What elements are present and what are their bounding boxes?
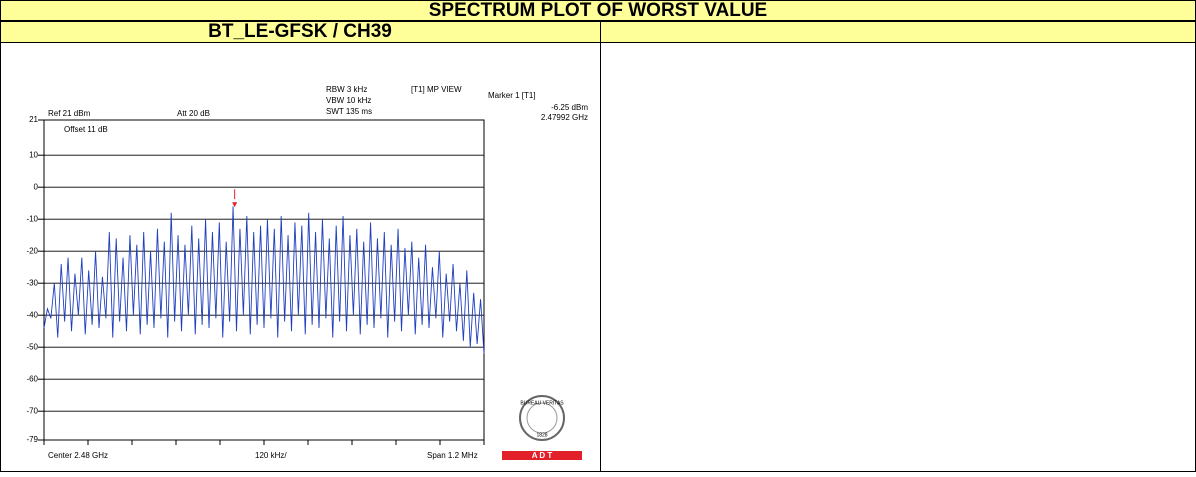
y-tick-label: 10 <box>29 150 38 159</box>
title: SPECTRUM PLOT OF WORST VALUE <box>429 0 767 21</box>
y-tick-label: -30 <box>26 278 38 287</box>
y-tick-label: 21 <box>29 115 38 124</box>
swt: SWT 135 ms <box>326 107 372 116</box>
trace <box>43 206 485 354</box>
spectrum-plot: RBW 3 kHz VBW 10 kHz SWT 135 ms [T1] MP … <box>26 85 588 460</box>
y-tick-label: -60 <box>26 374 38 383</box>
logo-name: BUREAU VERITAS <box>520 400 564 406</box>
logo: BUREAU VERITAS 1828 A D T <box>502 395 582 460</box>
y-tick-label: -40 <box>26 310 38 319</box>
logo-bar <box>502 451 582 460</box>
plot-frame <box>43 119 485 441</box>
marker <box>232 202 238 208</box>
marker-value: -6.25 dBm <box>551 103 588 112</box>
span: Span 1.2 MHz <box>427 451 478 460</box>
subtitle: BT_LE-GFSK / CH39 <box>208 21 392 42</box>
center: Center 2.48 GHz <box>48 451 108 460</box>
rbw: RBW 3 kHz <box>326 85 367 94</box>
vbw: VBW 10 kHz <box>326 96 371 105</box>
marker-freq: 2.47992 GHz <box>541 113 588 122</box>
y-tick-label: -50 <box>26 342 38 351</box>
att: Att 20 dB <box>177 109 210 118</box>
y-tick-label: 0 <box>34 182 39 191</box>
empty-cell <box>600 21 1196 43</box>
logo-bar-text: A D T <box>532 451 553 460</box>
logo-seal <box>519 395 565 441</box>
y-tick-label: -79 <box>26 435 38 444</box>
marker-label: Marker 1 [T1] <box>488 91 536 100</box>
div: 120 kHz/ <box>255 451 287 460</box>
y-tick-label: -70 <box>26 406 38 415</box>
y-tick-label: -10 <box>26 214 38 223</box>
ref: Ref 21 dBm <box>48 109 91 118</box>
view: [T1] MP VIEW <box>411 85 462 94</box>
offset: Offset 11 dB <box>64 125 108 134</box>
logo-ring <box>526 402 558 434</box>
logo-year: 1828 <box>536 432 547 438</box>
y-tick-label: -20 <box>26 246 38 255</box>
